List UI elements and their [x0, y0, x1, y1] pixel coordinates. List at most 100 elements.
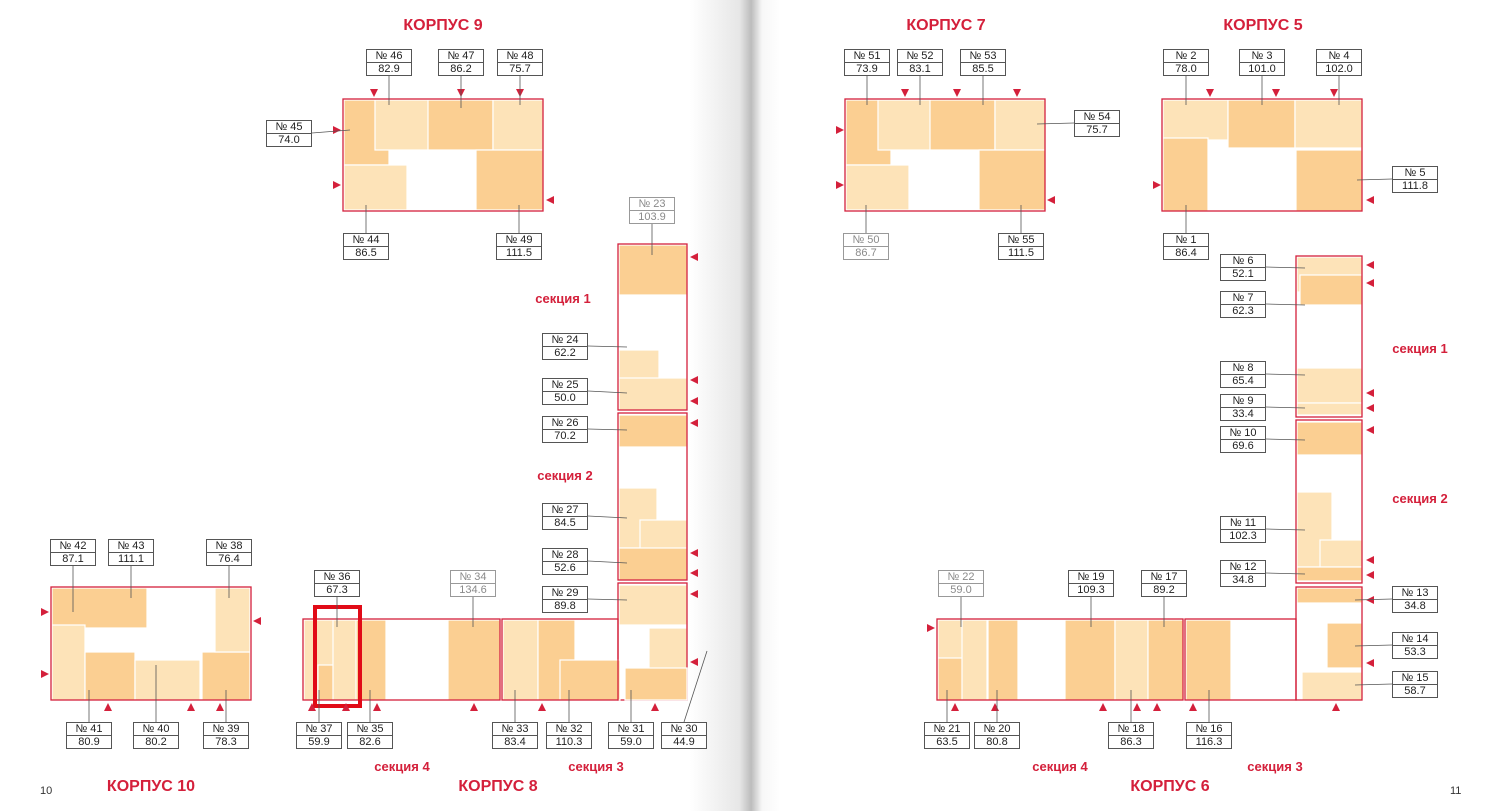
- apartment-area-value: 59.0: [608, 736, 654, 749]
- apartment-number: № 46: [366, 49, 412, 63]
- heading-korpus-9: КОРПУС 9: [403, 17, 483, 34]
- leader-line: [311, 129, 351, 134]
- apartment-label[interactable]: № 18 86.3: [1108, 722, 1154, 749]
- page-number-left: 10: [40, 785, 53, 797]
- entrance-arrow: [333, 126, 341, 134]
- apartment-label[interactable]: № 9 33.4: [1220, 394, 1266, 421]
- apartment-label[interactable]: № 34 134.6: [450, 570, 496, 597]
- apartment-area-value: 101.0: [1239, 63, 1285, 76]
- building-outline: [617, 243, 688, 411]
- building-outline: [844, 98, 1046, 212]
- apartment-label[interactable]: № 22 59.0: [938, 570, 984, 597]
- apartment-label[interactable]: № 27 84.5: [542, 503, 588, 530]
- apartment-label[interactable]: № 44 86.5: [343, 233, 389, 260]
- apartment-label[interactable]: № 28 52.6: [542, 548, 588, 575]
- apartment-area: [1296, 566, 1363, 582]
- apartment-label[interactable]: № 48 75.7: [497, 49, 543, 76]
- apartment-label[interactable]: № 17 89.2: [1141, 570, 1187, 597]
- apartment-label[interactable]: № 31 59.0: [608, 722, 654, 749]
- section-label: секция 2: [1392, 491, 1448, 506]
- apartment-label[interactable]: № 55 111.5: [998, 233, 1044, 260]
- apartment-label[interactable]: № 35 82.6: [347, 722, 393, 749]
- apartment-label[interactable]: № 37 59.9: [296, 722, 342, 749]
- apartment-number: № 54: [1074, 110, 1120, 124]
- apartment-label[interactable]: № 33 83.4: [492, 722, 538, 749]
- apartment-area: [1319, 539, 1363, 568]
- apartment-label[interactable]: № 4 102.0: [1316, 49, 1362, 76]
- apartment-label[interactable]: № 23 103.9: [629, 197, 675, 224]
- apartment-number: № 47: [438, 49, 484, 63]
- apartment-label[interactable]: № 8 65.4: [1220, 361, 1266, 388]
- leader-line: [587, 345, 628, 348]
- apartment-label[interactable]: № 24 62.2: [542, 333, 588, 360]
- apartment-label[interactable]: № 38 76.4: [206, 539, 252, 566]
- apartment-label[interactable]: № 42 87.1: [50, 539, 96, 566]
- apartment-number: № 1: [1163, 233, 1209, 247]
- entrance-arrow: [1366, 659, 1374, 667]
- apartment-label[interactable]: № 30 44.9: [661, 722, 707, 749]
- apartment-area: [51, 587, 148, 629]
- apartment-label[interactable]: № 20 80.8: [974, 722, 1020, 749]
- apartment-label[interactable]: № 15 58.7: [1392, 671, 1438, 698]
- apartment-label[interactable]: № 41 80.9: [66, 722, 112, 749]
- apartment-label[interactable]: № 52 83.1: [897, 49, 943, 76]
- apartment-area-value: 103.9: [629, 211, 675, 224]
- apartment-area-value: 83.1: [897, 63, 943, 76]
- apartment-area: [1296, 587, 1363, 604]
- building-outline: [936, 618, 1184, 701]
- entrance-arrow: [1330, 89, 1338, 97]
- apartment-label[interactable]: № 6 52.1: [1220, 254, 1266, 281]
- apartment-area: [618, 244, 688, 296]
- apartment-label[interactable]: № 43 111.1: [108, 539, 154, 566]
- apartment-label[interactable]: № 11 102.3: [1220, 516, 1266, 543]
- apartment-label[interactable]: № 14 53.3: [1392, 632, 1438, 659]
- entrance-arrow: [308, 703, 316, 711]
- apartment-label[interactable]: № 51 73.9: [844, 49, 890, 76]
- apartment-area-value: 33.4: [1220, 408, 1266, 421]
- section-label: секция 1: [1392, 341, 1448, 356]
- apartment-label[interactable]: № 5 111.8: [1392, 166, 1438, 193]
- apartment-area-value: 53.3: [1392, 646, 1438, 659]
- apartment-label[interactable]: № 39 78.3: [203, 722, 249, 749]
- apartment-label[interactable]: № 36 67.3: [314, 570, 360, 597]
- apartment-label[interactable]: № 53 85.5: [960, 49, 1006, 76]
- apartment-label[interactable]: № 3 101.0: [1239, 49, 1285, 76]
- apartment-label[interactable]: № 46 82.9: [366, 49, 412, 76]
- apartment-label[interactable]: № 54 75.7: [1074, 110, 1120, 137]
- apartment-number: № 23: [629, 197, 675, 211]
- apartment-label[interactable]: № 7 62.3: [1220, 291, 1266, 318]
- apartment-label[interactable]: № 12 34.8: [1220, 560, 1266, 587]
- entrance-arrow: [1272, 89, 1280, 97]
- apartment-number: № 34: [450, 570, 496, 584]
- apartment-label[interactable]: № 10 69.6: [1220, 426, 1266, 453]
- apartment-area-value: 87.1: [50, 553, 96, 566]
- apartment-label[interactable]: № 50 86.7: [843, 233, 889, 260]
- apartment-number: № 31: [608, 722, 654, 736]
- apartment-label[interactable]: № 13 34.8: [1392, 586, 1438, 613]
- apartment-area: [877, 99, 934, 151]
- apartment-label[interactable]: № 26 70.2: [542, 416, 588, 443]
- apartment-label[interactable]: № 47 86.2: [438, 49, 484, 76]
- apartment-number: № 18: [1108, 722, 1154, 736]
- apartment-area: [51, 624, 86, 701]
- apartment-area: [845, 164, 910, 211]
- apartment-number: № 41: [66, 722, 112, 736]
- entrance-arrow: [1366, 596, 1374, 604]
- apartment-label[interactable]: № 25 50.0: [542, 378, 588, 405]
- apartment-label[interactable]: № 45 74.0: [266, 120, 312, 147]
- building-outline: [1295, 419, 1363, 584]
- apartment-label[interactable]: № 29 89.8: [542, 586, 588, 613]
- apartment-number: № 24: [542, 333, 588, 347]
- apartment-label[interactable]: № 1 86.4: [1163, 233, 1209, 260]
- apartment-label[interactable]: № 32 110.3: [546, 722, 592, 749]
- apartment-label[interactable]: № 2 78.0: [1163, 49, 1209, 76]
- leader-line: [1265, 572, 1306, 575]
- apartment-label[interactable]: № 19 109.3: [1068, 570, 1114, 597]
- apartment-area-value: 111.5: [998, 247, 1044, 260]
- apartment-label[interactable]: № 16 116.3: [1186, 722, 1232, 749]
- section-label: секция 2: [537, 468, 593, 483]
- apartment-number: № 53: [960, 49, 1006, 63]
- apartment-label[interactable]: № 49 111.5: [496, 233, 542, 260]
- apartment-label[interactable]: № 21 63.5: [924, 722, 970, 749]
- apartment-label[interactable]: № 40 80.2: [133, 722, 179, 749]
